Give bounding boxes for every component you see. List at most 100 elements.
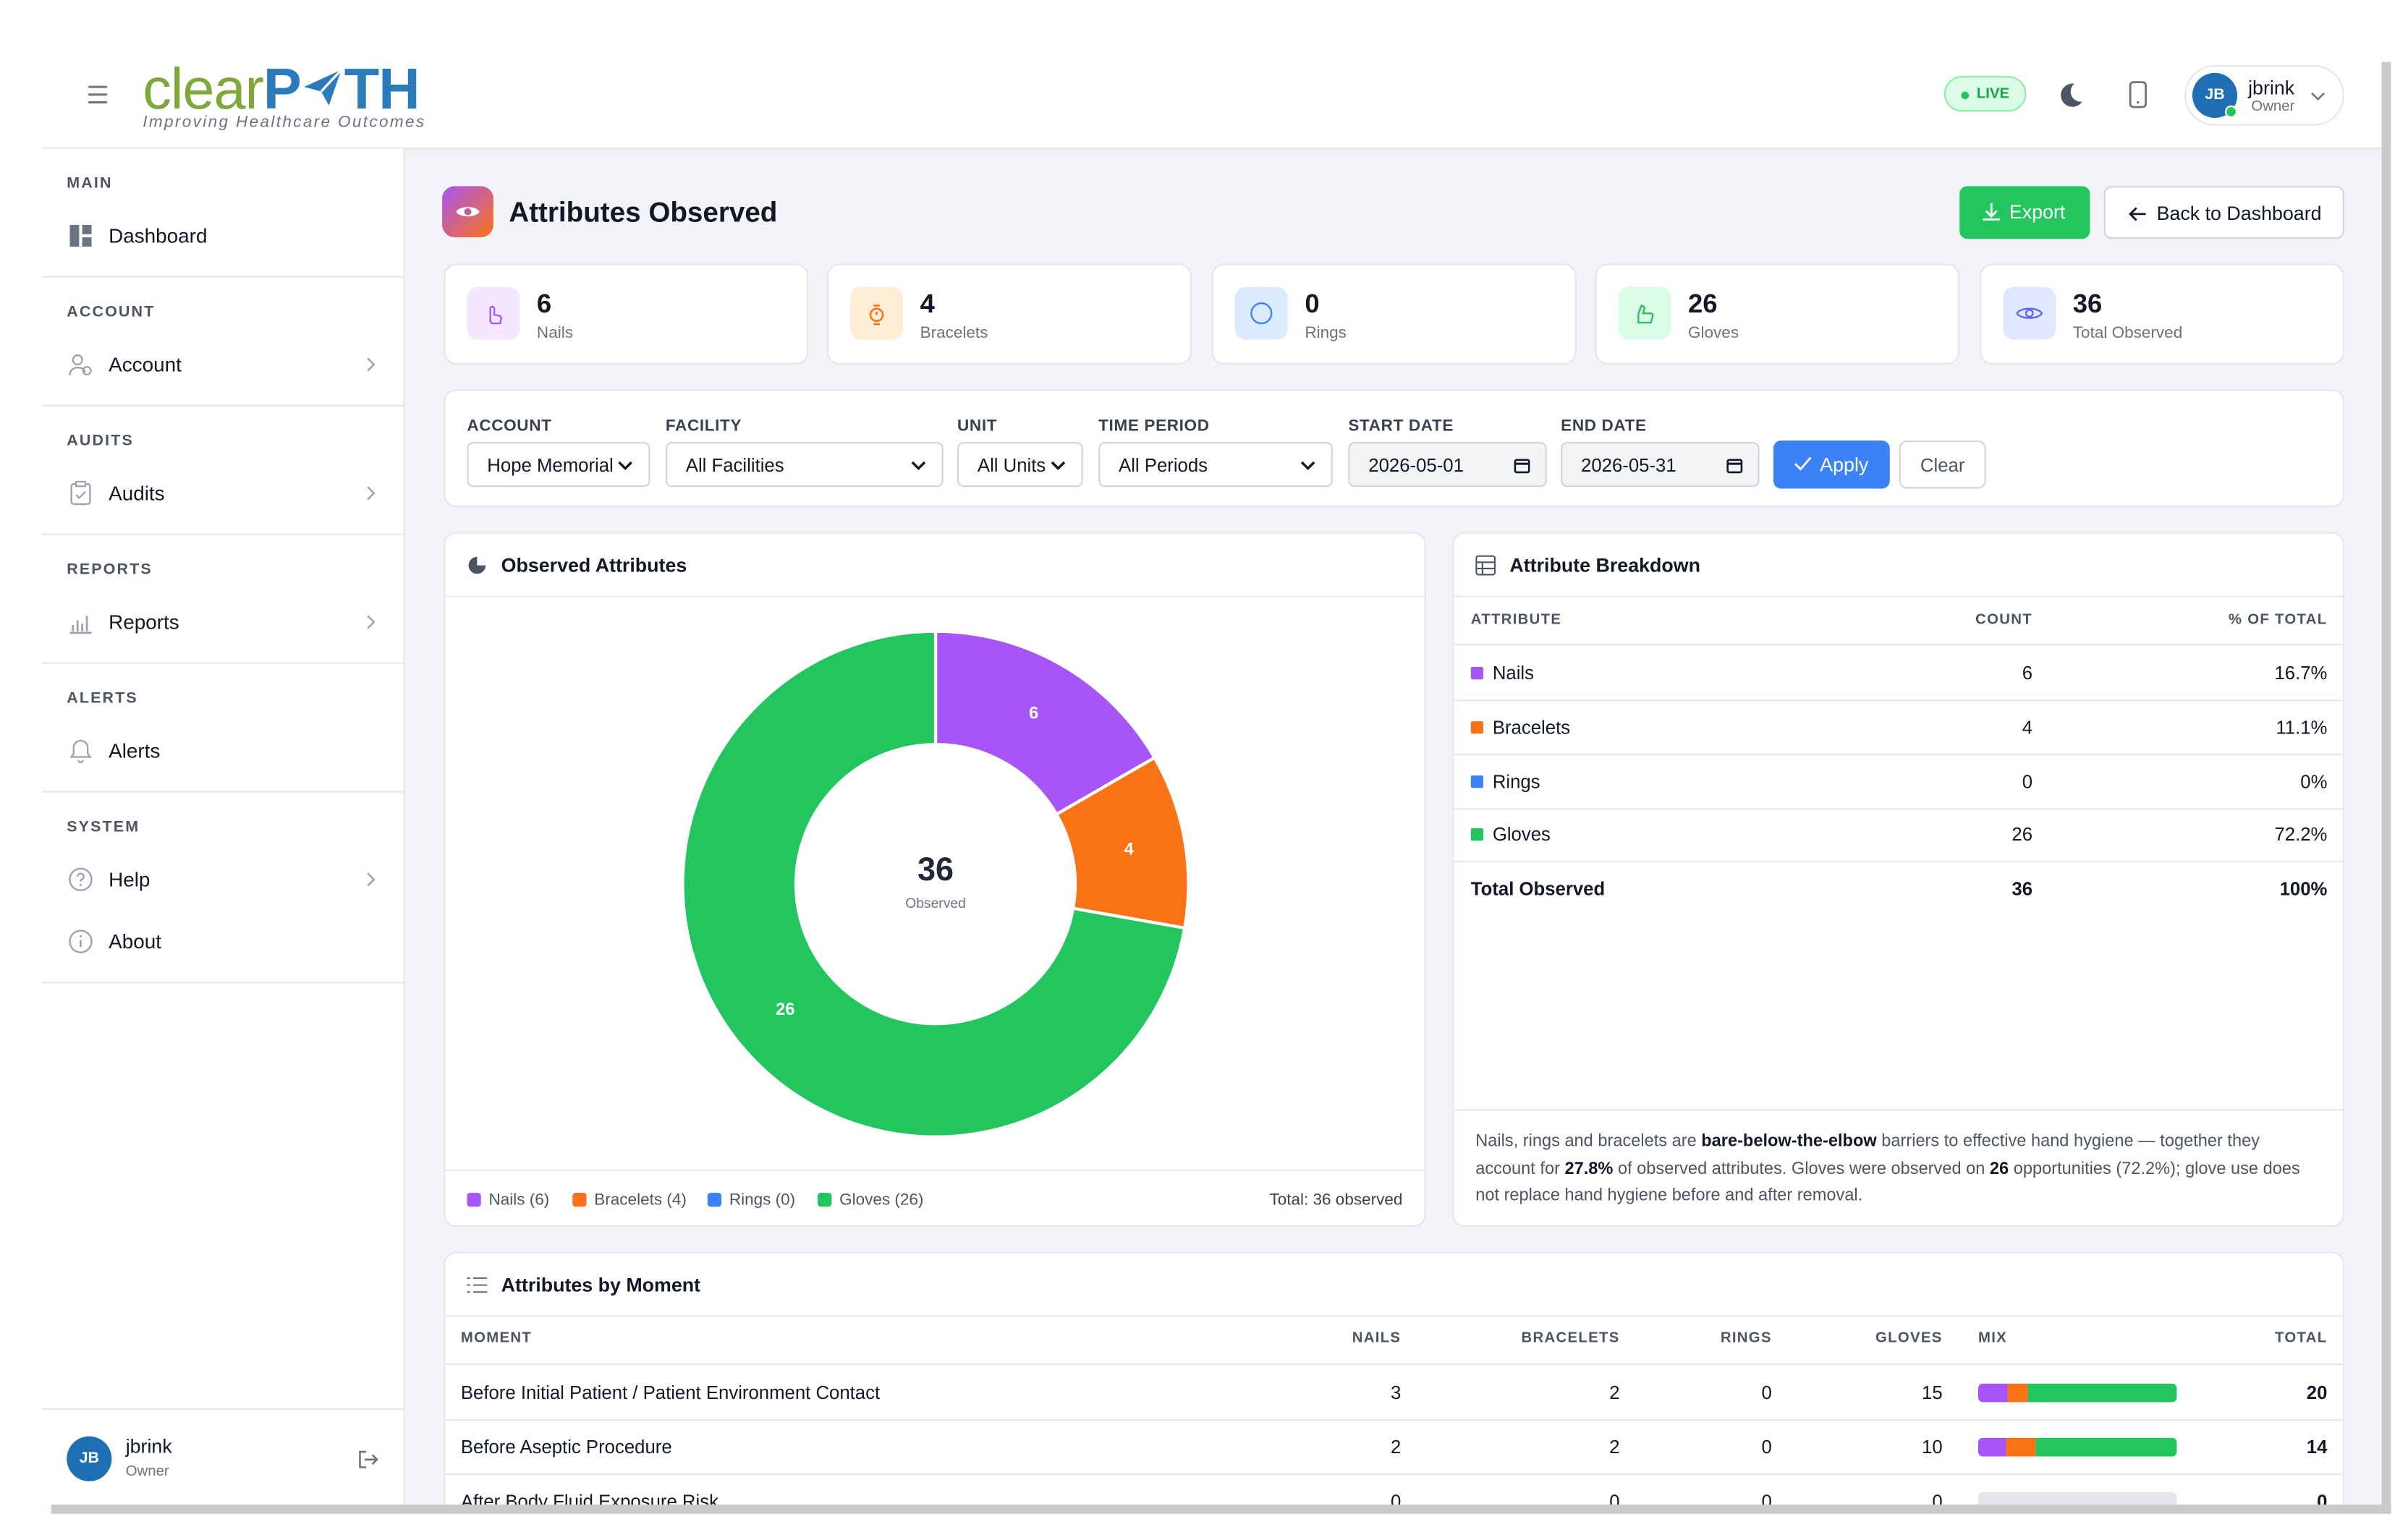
total-count: 36 (2011, 877, 2033, 900)
moment-count: 2 (1609, 1382, 1620, 1404)
select-arrow (1300, 461, 1315, 471)
logo-tagline: Improving Healthcare Outcomes (143, 112, 426, 132)
attribute-name: Nails (1492, 662, 1535, 684)
export-button[interactable]: Export (1959, 186, 2090, 239)
filter-label: TIME PERIOD (1098, 417, 1210, 436)
date-input[interactable]: 2026-05-01 (1348, 442, 1547, 488)
date-input[interactable]: 2026-05-31 (1561, 442, 1760, 488)
moment-count: 2 (1609, 1436, 1620, 1458)
sidebar (41, 148, 405, 1505)
nav-icon (69, 867, 93, 892)
row-divider (1454, 808, 2343, 810)
stat-value: 4 (920, 289, 935, 319)
filter-label: ACCOUNT (467, 417, 552, 436)
column-header: TOTAL (2274, 1330, 2328, 1347)
stat-glyph (489, 305, 502, 325)
nav-chevron (367, 872, 376, 887)
input-value: 2026-05-31 (1581, 454, 1676, 477)
back-button[interactable]: Back to Dashboard (2103, 186, 2345, 239)
stat-glyph (1637, 304, 1654, 324)
row-divider (1454, 643, 2343, 646)
app: clear P TH Improving Healthcare Outcomes LIV… (41, 54, 2382, 1505)
mix-bar (1977, 1383, 2177, 1403)
data-label: 26 (776, 1000, 794, 1018)
note: Nails, rings and bracelets are bare-belo… (1475, 1129, 2313, 1216)
donut-chart: 6 4 26 36 Observed (681, 629, 1190, 1139)
input-value: Hope Memorial (487, 454, 614, 477)
nav-label: Audits (109, 481, 165, 505)
nav-item[interactable]: Help (54, 853, 392, 906)
mix-segment (2006, 1437, 2035, 1457)
logout-button[interactable] (357, 1449, 378, 1471)
apply-button[interactable]: Apply (1773, 440, 1890, 489)
arrow-icon (2129, 207, 2146, 221)
avatar: JB (67, 1436, 112, 1481)
column-header: RINGS (1720, 1330, 1772, 1347)
nav-label: Help (109, 867, 150, 891)
section-title: ACCOUNT (67, 304, 156, 321)
nav-label: About (109, 929, 161, 953)
button-label: Export (2009, 201, 2066, 224)
card-divider (1454, 1109, 2343, 1111)
color-swatch (1470, 721, 1483, 734)
user-name: jbrink (125, 1436, 172, 1458)
button-label: Apply (1820, 454, 1869, 476)
select[interactable]: Hope Memorial (467, 442, 650, 488)
legend-swatch (707, 1192, 722, 1207)
select[interactable]: All Facilities (665, 442, 944, 488)
clear-button[interactable]: Clear (1899, 440, 1986, 489)
moment-total: 14 (2306, 1436, 2328, 1458)
column-header: MIX (1977, 1330, 2008, 1347)
nav-item[interactable]: Reports (54, 595, 392, 648)
page-icon (442, 186, 493, 238)
select[interactable]: All Units (957, 442, 1083, 488)
moment-name: After Body Fluid Exposure Risk (460, 1490, 718, 1505)
note-text: opportunities (72.2%); glove use does no… (1475, 1159, 2300, 1206)
select[interactable]: All Periods (1098, 442, 1333, 488)
mix-segment (2027, 1383, 2177, 1403)
input-value: All Units (977, 454, 1046, 477)
sidebar-divider (41, 791, 405, 793)
nav-item[interactable]: Account (54, 338, 392, 391)
stat-icon (467, 286, 520, 340)
sidebar-divider (41, 533, 405, 535)
stat-value: 36 (2072, 289, 2103, 319)
page-title: Attributes Observed (509, 197, 778, 229)
logo-text: TH (344, 57, 420, 122)
device-toggle[interactable] (2127, 81, 2149, 109)
nav-label: Alerts (109, 739, 161, 762)
chart-title: Observed Attributes (501, 555, 687, 577)
user-menu[interactable]: JB jbrink Owner (2184, 65, 2345, 126)
nav-label: Dashboard (109, 224, 208, 248)
user-role: Owner (125, 1463, 169, 1481)
nav-item[interactable]: Alerts (54, 724, 392, 777)
stat-glyph (2016, 307, 2043, 319)
calendar-icon (1726, 459, 1743, 474)
nav-chevron (367, 615, 376, 629)
attribute-name: Gloves (1492, 823, 1551, 846)
data-label: 6 (1029, 704, 1038, 723)
chart-footer: Total: 36 observed (1269, 1191, 1403, 1210)
row-divider (445, 1419, 2343, 1421)
theme-toggle[interactable] (2056, 81, 2084, 109)
attribute-name: Bracelets (1492, 716, 1571, 739)
nav-chevron (367, 357, 376, 372)
donut-slice (933, 629, 1157, 817)
eye-icon (456, 207, 480, 217)
stat-card: 4 Bracelets (826, 263, 1192, 365)
nav-item[interactable]: Dashboard (54, 209, 392, 262)
nav-item[interactable]: About (54, 915, 392, 968)
mix-segment (1977, 1437, 2007, 1457)
note-text: of observed attributes. Gloves were obse… (1613, 1159, 1990, 1178)
moment-name: Before Aseptic Procedure (460, 1436, 672, 1458)
menu-button (88, 85, 107, 104)
avatar-initials: JB (2205, 87, 2225, 104)
nav-item[interactable]: Audits (54, 467, 392, 519)
filter-label: START DATE (1348, 417, 1454, 436)
stat-glyph (869, 305, 884, 326)
attribute-percent: 11.1% (2276, 716, 2328, 739)
mix-segment (1977, 1383, 2009, 1403)
sidebar-divider (41, 662, 405, 664)
stat-value: 26 (1687, 289, 1718, 319)
